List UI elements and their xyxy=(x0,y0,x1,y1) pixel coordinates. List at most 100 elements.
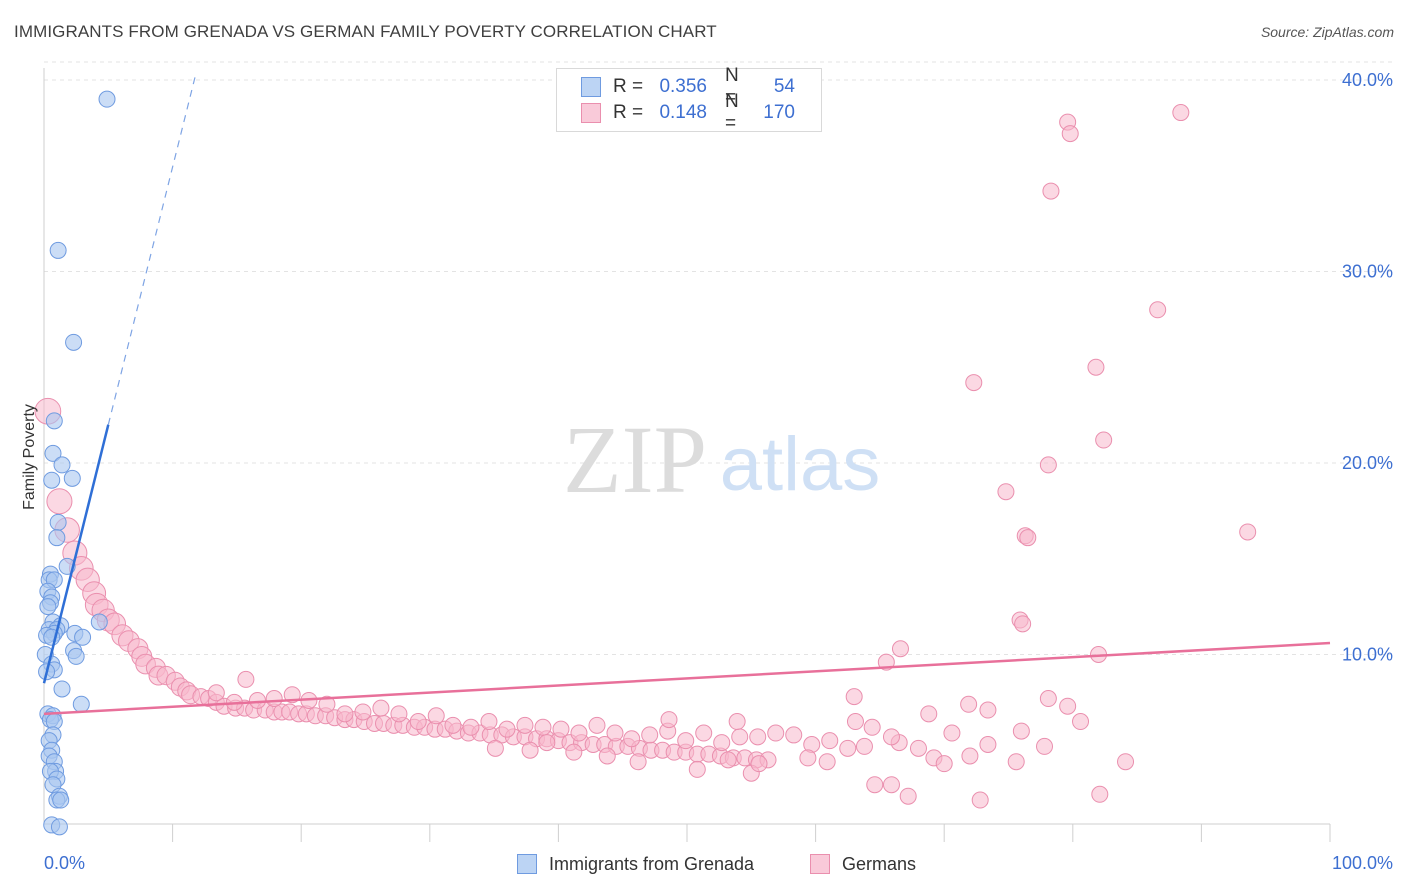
point-germans xyxy=(444,716,462,734)
point-germans xyxy=(695,724,713,742)
point-germans xyxy=(719,751,737,769)
legend-swatch-grenada xyxy=(581,77,601,97)
point-germans xyxy=(731,728,749,746)
point-grenada xyxy=(72,695,90,713)
trend-line-grenada-extension xyxy=(107,74,197,425)
point-germans xyxy=(354,703,372,721)
source-label: Source: ZipAtlas.com xyxy=(1260,24,1394,40)
point-germans xyxy=(866,776,884,794)
point-germans xyxy=(598,747,616,765)
axes xyxy=(43,68,1331,842)
chart-title: IMMIGRANTS FROM GRENADA VS GERMAN FAMILY… xyxy=(14,22,717,41)
point-germans xyxy=(1072,713,1090,731)
point-germans xyxy=(390,705,408,723)
point-germans xyxy=(863,718,881,736)
series-grenada xyxy=(36,90,116,836)
point-grenada xyxy=(65,333,83,351)
point-germans xyxy=(1014,615,1032,633)
bottom-legend-swatch-germans xyxy=(810,854,830,874)
y-tick-label: 40.0% xyxy=(1342,70,1393,90)
point-germans xyxy=(909,739,927,757)
point-grenada xyxy=(44,444,62,462)
point-germans xyxy=(237,670,255,688)
point-germans xyxy=(979,701,997,719)
point-germans xyxy=(1036,737,1054,755)
point-germans xyxy=(1019,529,1037,547)
point-germans xyxy=(409,713,427,731)
point-germans xyxy=(965,374,983,392)
point-germans xyxy=(688,760,706,778)
point-germans xyxy=(588,716,606,734)
point-germans xyxy=(1042,182,1060,200)
bottom-legend-label-germans: Germans xyxy=(842,853,917,874)
legend-r-label: R = xyxy=(613,102,644,123)
point-germans xyxy=(521,741,539,759)
legend-row-grenada: R = 0.356 N = 54 xyxy=(581,65,795,108)
point-germans xyxy=(629,753,647,771)
point-germans xyxy=(318,695,336,713)
point-germans xyxy=(1059,697,1077,715)
point-grenada xyxy=(53,680,71,698)
point-germans xyxy=(207,684,225,702)
point-germans xyxy=(480,713,498,731)
point-germans xyxy=(882,728,900,746)
x-tick-label-min: 0.0% xyxy=(44,853,85,873)
point-grenada xyxy=(50,818,68,836)
point-germans xyxy=(1091,785,1109,803)
series-germans xyxy=(34,104,1257,809)
point-grenada xyxy=(43,471,61,489)
point-germans xyxy=(283,686,301,704)
trend-line-germans xyxy=(43,641,1331,716)
point-germans xyxy=(1087,358,1105,376)
legend-box: R = 0.356 N = 54 R = 0.148 N = 170 xyxy=(556,65,822,134)
point-germans xyxy=(899,787,917,805)
legend-n-value-grenada: 54 xyxy=(773,76,795,97)
y-axis-label: Family Poverty xyxy=(21,404,38,510)
legend-row-germans: R = 0.148 N = 170 xyxy=(581,91,795,134)
point-grenada xyxy=(53,456,71,474)
point-germans xyxy=(1095,431,1113,449)
point-germans xyxy=(1061,125,1079,143)
point-germans xyxy=(728,713,746,731)
grid-lines xyxy=(44,61,1392,655)
point-germans xyxy=(606,724,624,742)
bottom-legend-grenada[interactable]: Immigrants from Grenada xyxy=(517,851,754,877)
legend-n-label: N = xyxy=(725,65,739,108)
point-germans xyxy=(943,724,961,742)
point-germans xyxy=(749,728,767,746)
point-germans xyxy=(265,690,283,708)
point-germans xyxy=(821,732,839,750)
point-germans xyxy=(971,791,989,809)
point-germans xyxy=(660,711,678,729)
point-germans xyxy=(1007,753,1025,771)
point-grenada xyxy=(49,241,67,259)
legend-r-label: R = xyxy=(613,76,644,97)
point-germans xyxy=(997,483,1015,501)
point-germans xyxy=(961,747,979,765)
point-germans xyxy=(1239,523,1257,541)
point-germans xyxy=(248,691,266,709)
point-germans xyxy=(799,749,817,767)
bottom-legend-swatch-grenada xyxy=(517,854,537,874)
point-germans xyxy=(1039,456,1057,474)
bottom-legend-germans[interactable]: Germans xyxy=(810,851,916,877)
point-grenada xyxy=(67,647,85,665)
point-germans xyxy=(839,739,857,757)
point-germans xyxy=(1117,753,1135,771)
point-germans xyxy=(1039,690,1057,708)
point-germans xyxy=(785,726,803,744)
bottom-legend-label-grenada: Immigrants from Grenada xyxy=(549,853,755,874)
point-germans xyxy=(565,743,583,761)
point-grenada xyxy=(48,529,66,547)
point-germans xyxy=(534,718,552,736)
point-germans xyxy=(623,730,641,748)
point-germans xyxy=(1172,104,1190,122)
point-germans xyxy=(516,716,534,734)
point-germans xyxy=(845,688,863,706)
point-germans xyxy=(462,718,480,736)
y-tick-label: 10.0% xyxy=(1342,645,1393,665)
axis-labels: 10.0% 20.0% 30.0% 40.0% 0.0% 100.0% xyxy=(44,70,1393,873)
point-grenada xyxy=(63,469,81,487)
point-germans xyxy=(713,734,731,752)
